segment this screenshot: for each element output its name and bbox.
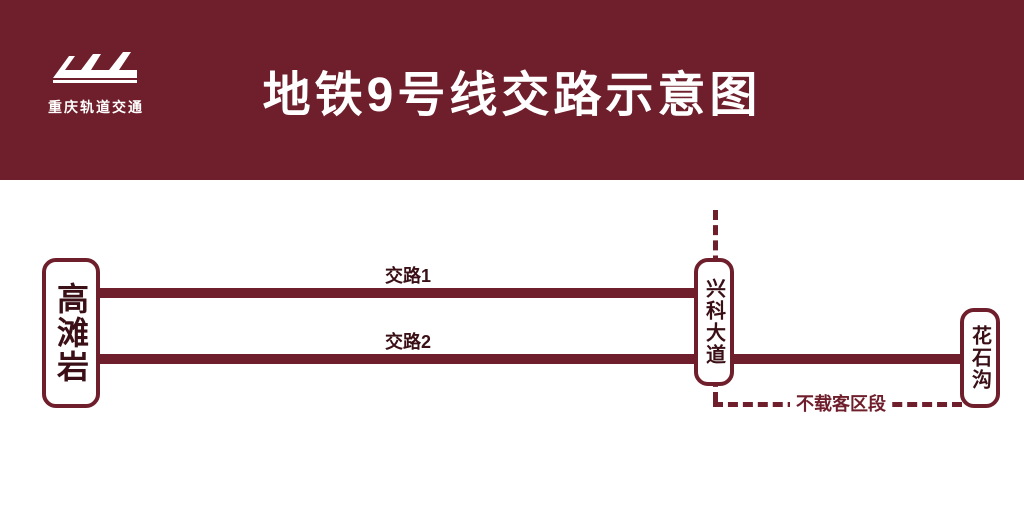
station-label: 兴科大道 xyxy=(700,278,729,366)
station-label: 高滩岩 xyxy=(48,282,94,384)
station-xingkedadao: 兴科大道 xyxy=(694,258,734,386)
logo-text: 重庆轨道交通 xyxy=(48,97,144,117)
route-2-line xyxy=(100,354,960,364)
page-title: 地铁9号线交路示意图 xyxy=(0,55,1024,125)
station-gaotanyan: 高滩岩 xyxy=(42,258,100,408)
station-huashigou: 花石沟 xyxy=(960,308,1000,408)
header: 重庆轨道交通 地铁9号线交路示意图 xyxy=(0,0,1024,180)
route-diagram: 交路1 交路2 不载客区段 高滩岩 兴科大道 花石沟 xyxy=(0,180,1024,528)
route-1-line xyxy=(100,288,694,298)
route-1-label: 交路1 xyxy=(385,262,431,288)
route-2-label: 交路2 xyxy=(385,328,431,354)
logo: 重庆轨道交通 xyxy=(48,48,144,117)
no-passenger-label: 不载客区段 xyxy=(790,390,892,416)
metro-logo-icon xyxy=(51,48,141,88)
station-label: 花石沟 xyxy=(966,325,995,391)
